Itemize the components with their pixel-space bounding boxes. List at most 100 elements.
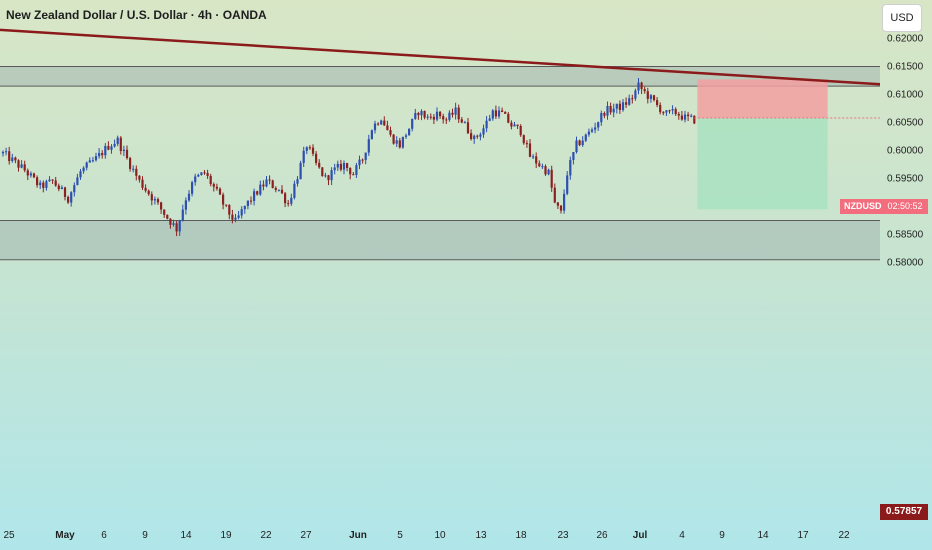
time-axis-tick: 19 bbox=[220, 530, 232, 541]
candle bbox=[501, 107, 504, 113]
candle-body bbox=[60, 187, 63, 190]
candle-body bbox=[305, 147, 308, 151]
candle bbox=[240, 206, 243, 219]
candle-body bbox=[85, 162, 88, 168]
candle bbox=[355, 162, 358, 179]
candle-body bbox=[197, 174, 200, 177]
candle-body bbox=[82, 167, 85, 172]
candle bbox=[507, 111, 510, 124]
candle-body bbox=[104, 145, 107, 156]
candle bbox=[442, 113, 445, 124]
candle bbox=[463, 120, 466, 124]
candle-body bbox=[680, 115, 683, 120]
candle bbox=[209, 173, 212, 187]
candle bbox=[308, 145, 311, 150]
highlighted-price-label: 0.57857 bbox=[880, 504, 928, 520]
candle bbox=[32, 172, 36, 179]
candle bbox=[284, 191, 287, 208]
candle-body bbox=[435, 111, 439, 120]
candle bbox=[470, 129, 473, 141]
candle bbox=[401, 136, 404, 149]
candle bbox=[200, 172, 203, 176]
candle bbox=[302, 146, 305, 167]
candle bbox=[448, 110, 451, 122]
candle bbox=[290, 193, 293, 206]
candle-body bbox=[23, 164, 26, 171]
candle-body bbox=[404, 135, 408, 137]
candle-body bbox=[153, 199, 156, 201]
candle-body bbox=[649, 95, 652, 99]
candle-body bbox=[299, 162, 302, 180]
candle-body bbox=[215, 186, 218, 189]
candle bbox=[488, 114, 491, 122]
candle bbox=[683, 110, 687, 123]
candle bbox=[522, 134, 525, 145]
candle-body bbox=[426, 116, 429, 118]
candle-body bbox=[628, 98, 631, 105]
candle-body bbox=[516, 124, 519, 126]
candle-body bbox=[349, 167, 352, 175]
candle-body bbox=[36, 177, 39, 186]
candle bbox=[590, 127, 594, 133]
candle-body bbox=[327, 175, 330, 181]
candle bbox=[293, 180, 296, 200]
stop-loss-zone bbox=[697, 79, 828, 119]
candle-body bbox=[594, 127, 597, 130]
price-axis-tick: 0.58000 bbox=[887, 257, 924, 268]
candle bbox=[94, 152, 98, 162]
candle-body bbox=[311, 147, 315, 154]
candle bbox=[29, 171, 32, 178]
candle-body bbox=[408, 128, 411, 136]
candle bbox=[166, 214, 169, 220]
candle-body bbox=[473, 135, 476, 140]
candle bbox=[76, 173, 79, 186]
candle bbox=[14, 156, 17, 164]
candle bbox=[42, 180, 45, 193]
currency-selector-button[interactable]: USD bbox=[882, 4, 922, 32]
candle-body bbox=[231, 214, 234, 220]
candle-body bbox=[482, 128, 485, 135]
price-axis-tick: 0.58500 bbox=[887, 229, 924, 240]
candle-body bbox=[618, 103, 621, 111]
candle bbox=[287, 199, 290, 207]
candle-body bbox=[150, 194, 153, 201]
candle bbox=[243, 205, 246, 214]
time-axis-tick: 23 bbox=[557, 530, 569, 541]
candle bbox=[411, 118, 414, 132]
candle-body bbox=[656, 100, 659, 105]
time-axis-tick: 17 bbox=[797, 530, 809, 541]
candle-body bbox=[609, 105, 612, 113]
candle-body bbox=[175, 223, 178, 232]
candle-body bbox=[392, 134, 395, 144]
candle-body bbox=[333, 167, 336, 171]
candle bbox=[256, 190, 259, 196]
candle-body bbox=[280, 189, 284, 194]
candle-body bbox=[621, 102, 625, 111]
candle-body bbox=[377, 123, 380, 125]
time-axis-tick: 22 bbox=[260, 530, 272, 541]
candle-body bbox=[184, 200, 187, 210]
candle bbox=[510, 120, 513, 130]
candle-body bbox=[48, 179, 51, 182]
time-axis-tick: 13 bbox=[475, 530, 487, 541]
candle bbox=[569, 156, 572, 180]
chart-title: New Zealand Dollar / U.S. Dollar · 4h · … bbox=[6, 8, 267, 22]
candle bbox=[129, 156, 132, 172]
candle bbox=[318, 159, 321, 169]
candle bbox=[380, 119, 383, 125]
candle bbox=[643, 86, 646, 94]
candle bbox=[237, 210, 240, 220]
candle-body bbox=[352, 174, 355, 176]
candle-body bbox=[395, 140, 398, 144]
candle bbox=[184, 197, 187, 215]
candle bbox=[330, 167, 333, 186]
candle bbox=[364, 152, 367, 165]
candle bbox=[680, 110, 683, 121]
candle-body bbox=[659, 104, 662, 113]
time-axis-tick: 22 bbox=[838, 530, 850, 541]
candle-body bbox=[652, 95, 656, 101]
candle-body bbox=[501, 110, 504, 112]
candle-body bbox=[522, 135, 525, 144]
candle bbox=[327, 174, 330, 186]
